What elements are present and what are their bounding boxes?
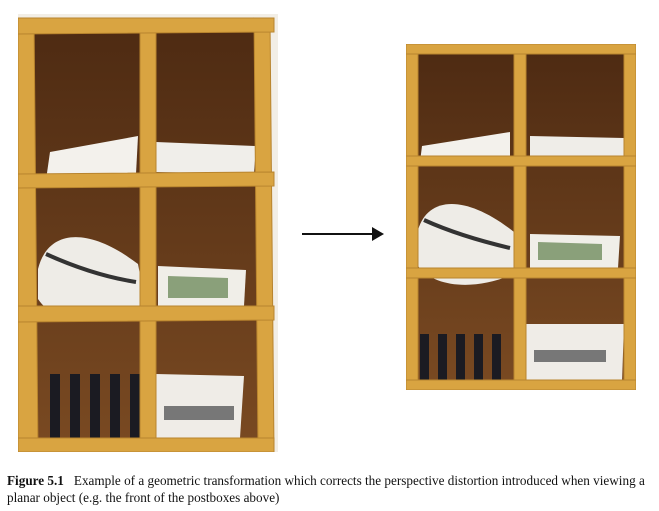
original-postbox-photo	[18, 14, 278, 452]
figure-label: Figure 5.1	[7, 473, 64, 488]
corrected-postbox-photo	[406, 44, 636, 390]
right-arrow-icon	[302, 227, 384, 241]
figure-caption: Figure 5.1 Example of a geometric transfo…	[7, 472, 655, 506]
figure-caption-text: Example of a geometric transformation wh…	[7, 473, 645, 505]
